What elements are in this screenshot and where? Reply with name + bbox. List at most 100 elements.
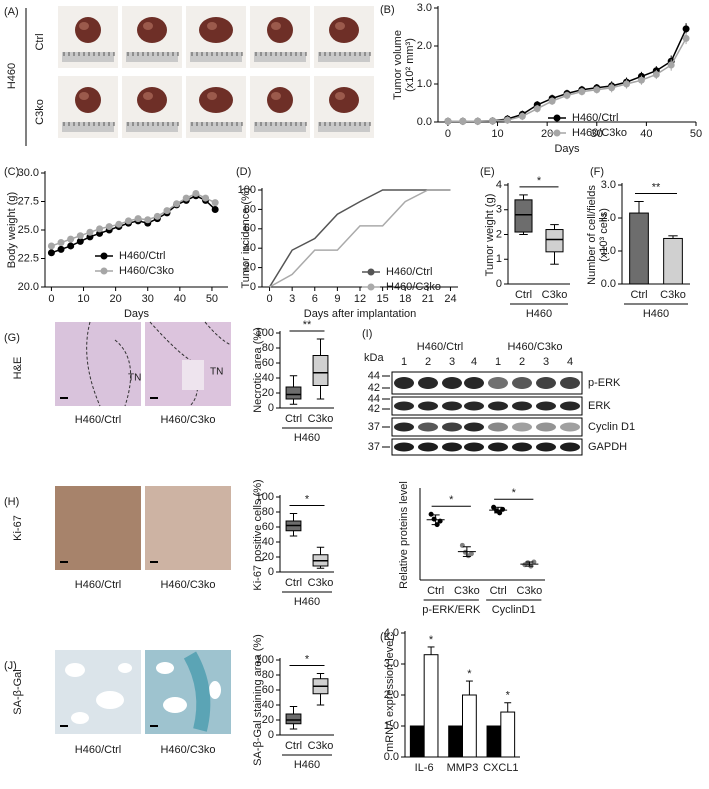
x-tick-label: C3ko [308, 740, 334, 752]
band [512, 401, 532, 411]
band [560, 401, 580, 411]
y-axis-label: mRNA expression level [384, 638, 396, 752]
box [514, 199, 533, 233]
y-tick-label: 0.0 [417, 116, 432, 128]
y-tick-label: 0 [268, 566, 274, 578]
tumor [75, 87, 101, 113]
x-tick-label: 20 [541, 128, 553, 140]
y-tick-label: 100 [256, 491, 274, 503]
x-tick-label: Ctrl [285, 577, 302, 589]
y-tick-label: 27.5 [18, 195, 39, 207]
panel-label: (H) [4, 496, 19, 508]
bar [486, 725, 502, 758]
band [560, 442, 580, 452]
y-axis-label: Number of cell/fields [586, 185, 598, 285]
tumor [329, 17, 359, 43]
significance-label: * [305, 653, 310, 665]
y-tick-label: 80 [244, 203, 256, 215]
y-tick-label: 80 [262, 342, 274, 354]
point [144, 216, 152, 224]
box [285, 713, 302, 725]
line [269, 189, 451, 288]
panel-label: (B) [380, 4, 395, 16]
x-tick-label: 18 [399, 293, 411, 305]
x-axis-label: Days after implantation [304, 308, 417, 320]
band [536, 401, 556, 411]
band [464, 401, 484, 411]
x-tick-label: Ctrl [285, 740, 302, 752]
x-tick-label: Ctrl [515, 289, 532, 301]
x-tick-label: 0 [266, 293, 272, 305]
group-label: H460 [294, 759, 320, 771]
x-tick-label: C3ko [308, 413, 334, 425]
marker-label: 37 [368, 441, 380, 453]
x-tick-label: C3ko [660, 289, 686, 301]
band [394, 422, 414, 432]
y-tick-label: 3.0 [601, 179, 616, 191]
y-axis-label: Necrotic area (%) [252, 327, 264, 413]
significance-label: ** [652, 181, 661, 193]
x-tick-label: 30 [591, 128, 603, 140]
point [682, 34, 690, 42]
point [153, 212, 161, 220]
point [211, 205, 219, 213]
panel-label: (D) [236, 166, 251, 178]
point [192, 190, 200, 198]
unit-label: kDa [364, 352, 384, 364]
point [503, 116, 511, 124]
lane-label: 2 [519, 356, 525, 368]
stain-region [183, 651, 211, 732]
tumor-highlight [79, 92, 89, 100]
x-tick-label: 30 [142, 293, 154, 305]
point [468, 551, 474, 557]
band [464, 377, 484, 389]
tumor [199, 17, 233, 43]
y-tick-label: 2 [496, 228, 502, 240]
y-tick-label: 60 [262, 684, 274, 696]
tumor [329, 87, 359, 113]
y-axis-label: (x10³ cells) [598, 208, 610, 262]
protein-label: ERK [588, 400, 611, 412]
image-caption: H460/Ctrl [75, 414, 121, 426]
band [560, 422, 580, 432]
y-tick-label: 40 [262, 536, 274, 548]
point [57, 245, 65, 253]
band [488, 422, 508, 432]
x-tick-label: MMP3 [447, 762, 479, 774]
point [593, 86, 601, 94]
group-label: CyclinD1 [492, 604, 536, 616]
x-tick-label: 50 [206, 293, 218, 305]
tumor-highlight [271, 92, 281, 100]
lane-label: 1 [495, 356, 501, 368]
point [531, 559, 537, 565]
legend-marker [553, 114, 561, 122]
y-axis-label: Body weight (g) [6, 192, 18, 268]
lane-label: 4 [471, 356, 477, 368]
band [418, 422, 438, 432]
y-tick-label: 3 [496, 204, 502, 216]
image-caption: H460/C3ko [160, 744, 215, 756]
point [682, 25, 690, 33]
bar [423, 654, 439, 758]
y-tick-label: 80 [262, 506, 274, 518]
band [488, 442, 508, 452]
x-tick-label: IL-6 [415, 762, 434, 774]
legend-label: H460/Ctrl [386, 266, 432, 278]
point [608, 84, 616, 92]
ruler [126, 122, 178, 132]
tumor-highlight [335, 22, 345, 30]
box [545, 229, 564, 253]
y-tick-label: 2.0 [601, 212, 616, 224]
point [518, 112, 526, 120]
blot-strip [391, 417, 583, 437]
y-tick-label: 40 [262, 372, 274, 384]
x-tick-label: 40 [640, 128, 652, 140]
band [512, 377, 532, 389]
band [512, 442, 532, 452]
y-axis-label: Tumor incidence (%) [240, 187, 252, 288]
group-label: H460 [294, 432, 320, 444]
x-tick-label: 50 [690, 128, 702, 140]
ruler [254, 52, 306, 62]
y-tick-label: 4 [496, 179, 502, 191]
